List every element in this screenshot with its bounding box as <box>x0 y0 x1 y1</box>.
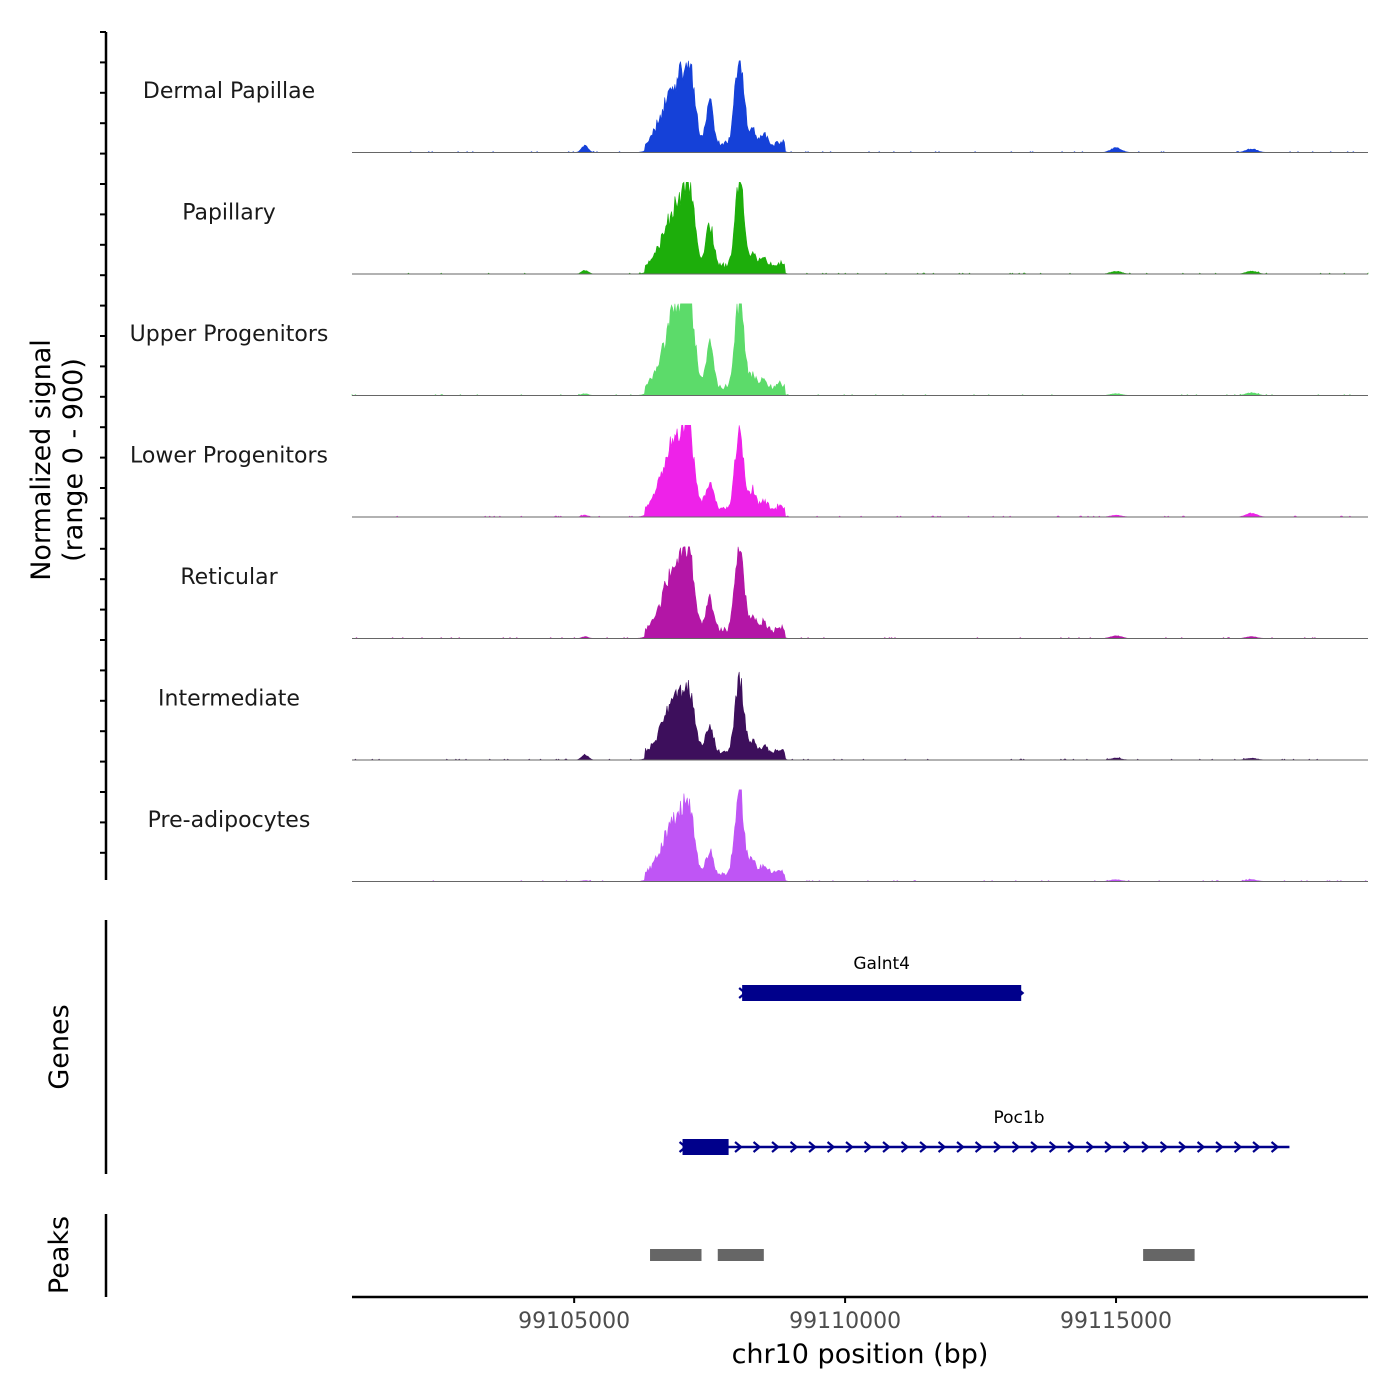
strand-arrow <box>1141 1141 1150 1153</box>
coverage-signal <box>352 181 1369 275</box>
y-axis-label-line2: (range 0 - 900) <box>58 358 89 562</box>
strand-arrow <box>752 1141 762 1153</box>
strand-arrow <box>1011 1141 1021 1153</box>
x-tick-label: 99105000 <box>518 1309 630 1334</box>
track-label: Lower Progenitors <box>130 444 328 469</box>
strand-arrow <box>789 1141 799 1153</box>
x-tick-label: 99115000 <box>1060 1309 1172 1334</box>
track-label: Intermediate <box>158 687 300 712</box>
gene-exon <box>742 985 1022 1001</box>
strand-arrow <box>1159 1141 1169 1153</box>
strand-arrow <box>1085 1141 1095 1153</box>
track-label: Upper Progenitors <box>130 322 329 347</box>
x-tick-label: 99110000 <box>789 1309 901 1334</box>
strand-arrow <box>1196 1141 1206 1153</box>
strand-arrow <box>734 1141 743 1153</box>
gene-exon <box>682 1139 729 1155</box>
strand-arrow <box>826 1141 836 1153</box>
strand-arrow <box>1048 1141 1058 1153</box>
strand-arrow <box>845 1141 854 1153</box>
strand-arrow <box>882 1141 891 1153</box>
track-lower-progenitors: Lower Progenitors <box>130 425 1368 518</box>
track-label: Papillary <box>182 201 276 226</box>
strand-arrow <box>993 1141 1002 1153</box>
genes-panel-label: Genes <box>44 1004 75 1089</box>
coverage-signal <box>352 425 1368 518</box>
coverage-signal <box>352 60 1368 153</box>
gene-annotations: Galnt4 Poc1b <box>678 954 1290 1155</box>
strand-arrow <box>1178 1141 1187 1153</box>
peaks-panel-label: Peaks <box>44 1216 75 1294</box>
strand-arrow <box>937 1141 947 1153</box>
track-upper-progenitors: Upper Progenitors <box>130 303 1368 396</box>
coverage-signal <box>352 789 1368 882</box>
gene-poc1b: Poc1b <box>678 1108 1290 1155</box>
coverage-signal <box>352 671 1368 761</box>
strand-arrow <box>900 1141 910 1153</box>
y-axis-label-line1: Normalized signal <box>26 339 57 581</box>
coverage-signal <box>351 303 1368 396</box>
peak-region <box>650 1249 702 1261</box>
y-axis-label: Normalized signal (range 0 - 900) <box>26 339 89 581</box>
coverage-signal <box>352 546 1368 639</box>
strand-arrow <box>1030 1141 1039 1153</box>
track-dermal-papillae: Dermal Papillae <box>143 60 1368 153</box>
gene-label: Poc1b <box>994 1108 1045 1128</box>
peak-regions <box>650 1249 1195 1261</box>
strand-arrow <box>919 1141 928 1153</box>
x-axis-label: chr10 position (bp) <box>732 1339 989 1370</box>
strand-arrow <box>1067 1141 1076 1153</box>
peak-region <box>717 1249 764 1261</box>
track-reticular: Reticular <box>180 546 1368 639</box>
strand-arrow <box>1104 1141 1113 1153</box>
signal-axis <box>100 31 108 880</box>
strand-arrow <box>974 1141 984 1153</box>
track-label: Reticular <box>180 565 278 590</box>
strand-arrow <box>771 1141 780 1153</box>
gene-galnt4: Galnt4 <box>738 954 1025 1001</box>
strand-arrow <box>863 1141 873 1153</box>
strand-arrow <box>1215 1141 1224 1153</box>
strand-arrow <box>1122 1141 1132 1153</box>
track-papillary: Papillary <box>182 181 1369 275</box>
strand-arrow <box>1233 1141 1243 1153</box>
strand-arrow <box>808 1141 817 1153</box>
track-intermediate: Intermediate <box>158 671 1368 761</box>
strand-arrow <box>956 1141 965 1153</box>
peak-region <box>1143 1249 1195 1261</box>
track-label: Dermal Papillae <box>143 79 315 104</box>
track-pre-adipocytes: Pre-adipocytes <box>148 789 1368 882</box>
strand-arrow <box>1252 1141 1261 1153</box>
x-axis-ticks: 99105000 99110000 99115000 <box>518 1297 1172 1334</box>
track-label: Pre-adipocytes <box>148 808 311 833</box>
gene-label: Galnt4 <box>853 954 910 974</box>
coverage-tracks: Dermal Papillae Papillary Upper Progenitor… <box>130 60 1369 882</box>
strand-arrow <box>1270 1141 1280 1153</box>
